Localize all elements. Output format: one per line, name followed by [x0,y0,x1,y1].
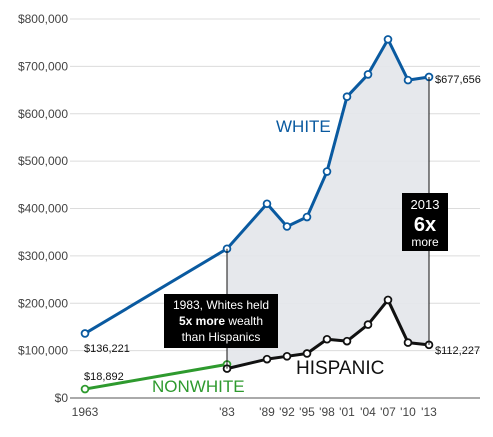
y-tick-label: $100,000 [18,344,68,358]
data-point-white [302,212,312,222]
white-end-label: $677,656 [435,74,481,86]
data-point-white [342,92,352,101]
data-point-hispanic [383,295,393,305]
series-label-white: WHITE [276,117,331,136]
annotation-1983: 1983, Whites held 5x more wealth than Hi… [164,294,278,348]
data-point-white [262,199,272,209]
series-line-hispanic [226,298,430,371]
x-tick-label: '04 [360,405,376,419]
y-tick-label: $200,000 [18,296,68,310]
annotation-1983-box [164,294,278,348]
hispanic-end-label: $112,227 [435,345,480,357]
x-axis: 1963 '83 '89 '92 '95 '98 '01 '04 '07 '10 '13 [72,405,437,419]
series-label-hispanic: HISPANIC [296,358,384,379]
data-point-hispanic [322,334,332,344]
y-tick-label: $300,000 [18,249,68,263]
data-point-hispanic [262,354,272,364]
annotation-2013-box [402,193,448,251]
white-hispanic-gap-area [227,39,429,369]
data-point-white [80,329,90,338]
data-point-white [363,70,373,79]
y-tick-label: $400,000 [18,202,68,216]
data-point-white [403,75,413,85]
annotation-2013-multiple: 6x [414,214,436,236]
series-line-nonwhite [84,362,228,391]
series-label-nonwhite: NONWHITE [152,377,245,396]
y-tick-label: $500,000 [18,154,68,168]
annotation-1983-line3: than Hispanics [182,330,261,344]
data-point-white [282,222,292,231]
x-tick-label: '83 [219,405,235,419]
x-tick-label: '07 [380,405,396,419]
x-tick-label: '89 [259,405,275,419]
x-tick-label: '92 [279,405,295,419]
data-point-nonwhite [80,384,90,394]
annotation-1983-line2: 5x more wealth [179,314,263,328]
data-point-hispanic [363,320,373,329]
x-tick-label: '98 [319,405,335,419]
y-tick-label: $600,000 [18,107,68,121]
white-start-label: $136,221 [84,343,130,355]
x-tick-label: '95 [299,405,315,419]
x-tick-label: '01 [339,405,355,419]
annotation-2013-word: more [411,235,439,249]
data-point-white [322,167,332,176]
x-tick-label: '13 [421,405,437,419]
annotation-1983-line2-rest: wealth [225,314,263,328]
data-point-hispanic [342,336,352,346]
annotation-2013: 2013 6x more [402,193,448,251]
y-tick-label: $800,000 [18,12,68,26]
annotation-2013-year: 2013 [411,197,440,212]
y-tick-label: $0 [55,391,69,405]
data-point-hispanic [282,352,292,361]
data-point-white [383,35,393,44]
data-point-hispanic [302,349,312,358]
annotation-1983-line1: 1983, Whites held [173,298,269,312]
series-lines [80,35,434,394]
annotation-1983-bold: 5x more [179,314,225,328]
data-point-hispanic [403,338,413,347]
y-tick-label: $700,000 [18,59,68,73]
x-tick-label: '10 [400,405,416,419]
nonwhite-start-label: $18,892 [84,371,124,383]
x-tick-label: 1963 [72,405,99,419]
y-axis: $0 $100,000 $200,000 $300,000 $400,000 $500,0… [18,12,68,405]
